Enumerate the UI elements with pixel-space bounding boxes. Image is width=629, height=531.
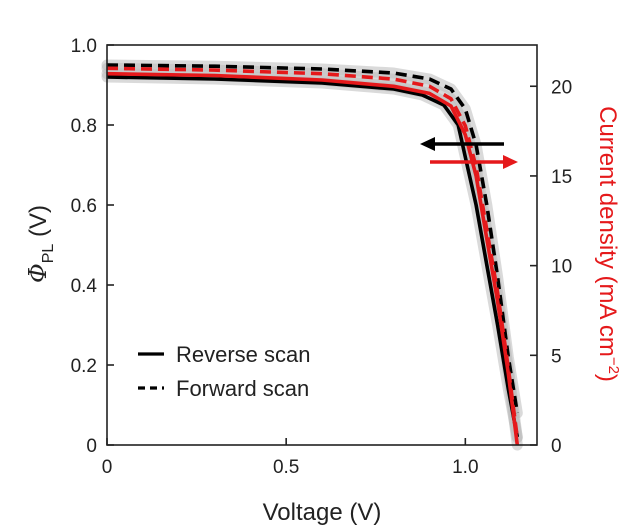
- x-tick-label: 1.0: [452, 457, 478, 478]
- band-1: [101, 71, 523, 443]
- y-left-tick-label: 0.8: [71, 116, 97, 137]
- legend-label: Forward scan: [176, 376, 309, 401]
- y-right-tick-label: 20: [551, 77, 572, 98]
- series-current-density-forward: [106, 66, 520, 439]
- arrow-left-black: [420, 137, 504, 151]
- x-axis-title: Voltage (V): [263, 499, 382, 526]
- y-axis-title-right: Current density (mA cm−2): [594, 106, 622, 382]
- plot-frame: [106, 44, 538, 446]
- y-axis-unit: (V): [25, 205, 52, 237]
- y-left-tick-label: 0.4: [71, 276, 98, 297]
- series-layer: [106, 63, 520, 446]
- y-left-tick-label: 0.6: [71, 196, 97, 217]
- series-phi-pl-forward: [106, 63, 520, 414]
- y-right-title-main: Current density (mA cm: [594, 106, 621, 357]
- x-tick-label: 0: [102, 457, 113, 478]
- y-right-tick-label: 15: [551, 167, 572, 188]
- y-right-tick-label: 10: [551, 257, 572, 278]
- y-left-tick-label: 0.2: [71, 356, 97, 377]
- axes-layer: [106, 44, 538, 446]
- arrow-head: [503, 155, 518, 169]
- y-axis-subscript: PL: [40, 244, 57, 264]
- y-left-tick-label: 1.0: [71, 36, 97, 57]
- y-left-tick-label: 0: [86, 436, 97, 457]
- y-right-title-suffix: ): [594, 374, 621, 382]
- series-phi-pl-reverse: [106, 75, 520, 438]
- x-tick-label: 0.5: [273, 457, 299, 478]
- arrow-head: [420, 137, 435, 151]
- legend-label: Reverse scan: [176, 342, 311, 367]
- y-right-title-superscript: −2: [605, 357, 622, 374]
- arrow-right-red: [430, 155, 518, 169]
- y-right-tick-label: 0: [551, 436, 562, 457]
- ticks-layer: 0 0.5 1.0 0 0.2 0.4 0.6 0.8 1.0 0 5 10 15 20: [71, 36, 573, 478]
- annotation-layer: [420, 137, 518, 169]
- legend: Reverse scan Forward scan: [138, 342, 311, 401]
- y-axis-title-left: ΦPL (V): [24, 205, 57, 283]
- y-axis-symbol: Φ: [24, 263, 52, 283]
- y-right-tick-label: 5: [551, 346, 562, 367]
